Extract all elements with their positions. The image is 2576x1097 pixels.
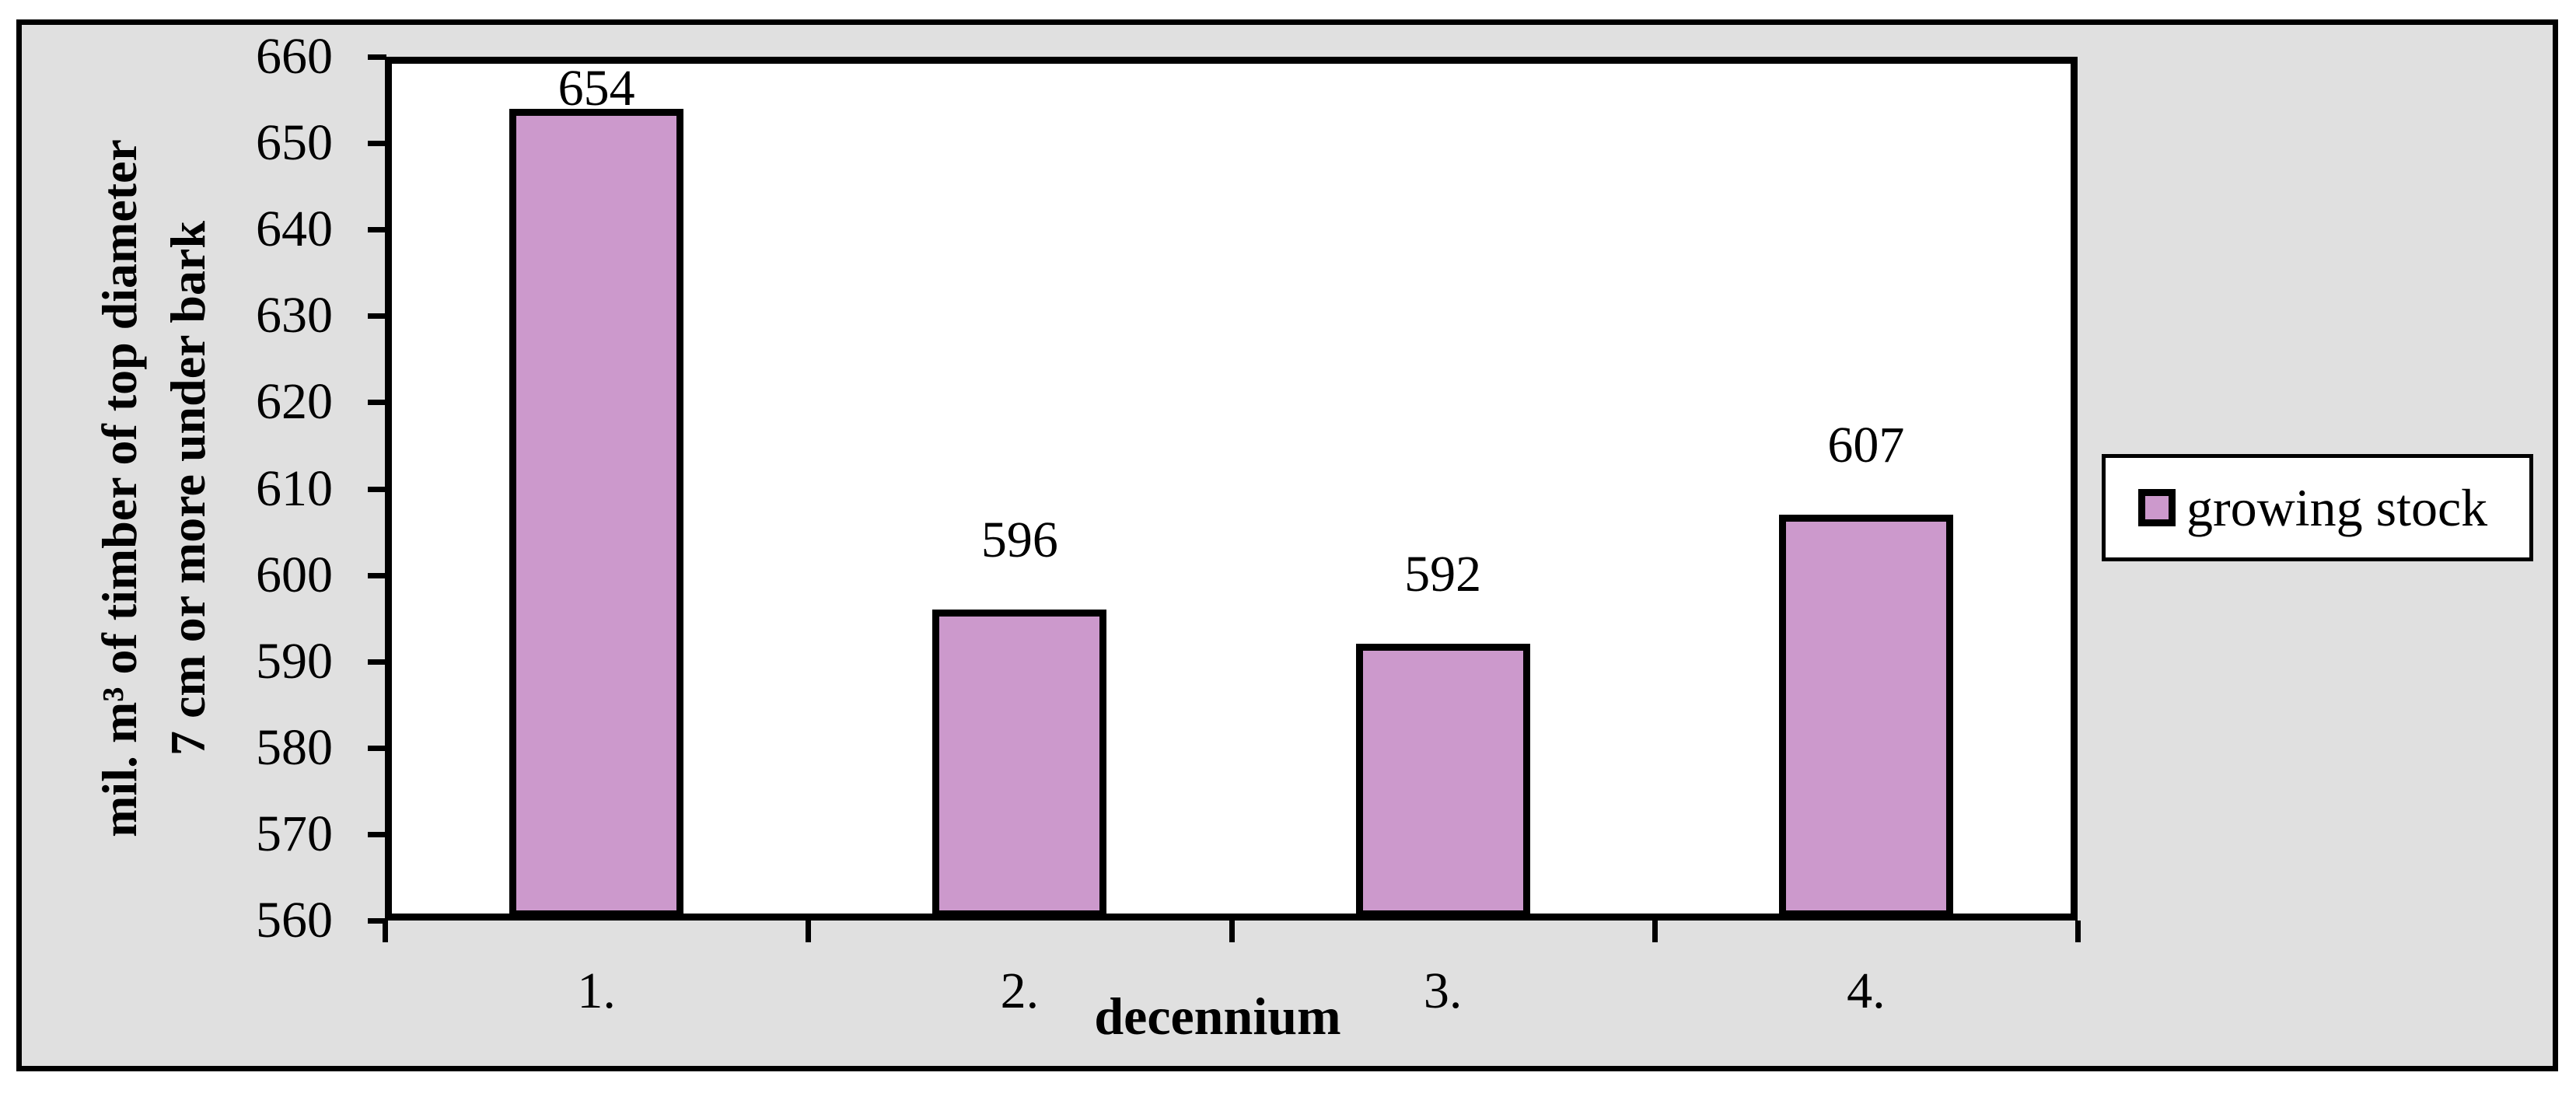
x-category-label: 2. (1000, 962, 1040, 1019)
y-tick-mark (368, 831, 386, 837)
x-tick-mark (2075, 921, 2081, 942)
y-tick-label: 650 (256, 114, 333, 172)
y-tick-mark (368, 54, 386, 60)
bar (509, 108, 684, 917)
y-tick-label: 590 (256, 632, 333, 690)
y-tick-mark (368, 313, 386, 320)
legend-label: growing stock (2186, 478, 2488, 537)
bar-value-label: 596 (980, 512, 1058, 569)
y-tick-label: 580 (256, 718, 333, 776)
bar-value-label: 654 (557, 60, 635, 117)
y-tick-mark (368, 141, 386, 147)
y-tick-mark (368, 227, 386, 233)
bar-value-label: 592 (1404, 546, 1482, 603)
x-tick-mark (1652, 921, 1658, 942)
y-tick-label: 560 (256, 892, 333, 949)
bar (1355, 644, 1530, 917)
y-tick-mark (368, 659, 386, 665)
x-tick-mark (1229, 921, 1235, 942)
y-tick-label: 620 (256, 373, 333, 431)
y-tick-mark (368, 918, 386, 924)
y-tick-label: 610 (256, 459, 333, 517)
y-tick-label: 600 (256, 546, 333, 603)
x-category-label: 4. (1847, 962, 1886, 1019)
y-tick-mark (368, 400, 386, 406)
y-tick-label: 570 (256, 805, 333, 862)
y-tick-label: 660 (256, 28, 333, 85)
y-tick-label: 640 (256, 201, 333, 258)
x-tick-mark (806, 921, 812, 942)
bar-value-label: 607 (1827, 416, 1905, 473)
x-axis-title: decennium (1094, 987, 1341, 1046)
legend-marker-swatch (2138, 489, 2176, 526)
y-tick-label: 630 (256, 287, 333, 344)
bar (1778, 514, 1953, 917)
y-tick-mark (368, 486, 386, 492)
legend: growing stock (2102, 454, 2533, 561)
y-tick-mark (368, 745, 386, 751)
x-tick-mark (383, 921, 388, 942)
x-category-label: 3. (1423, 962, 1463, 1019)
bar (932, 610, 1107, 917)
y-tick-mark (368, 572, 386, 578)
x-category-label: 1. (577, 962, 616, 1019)
